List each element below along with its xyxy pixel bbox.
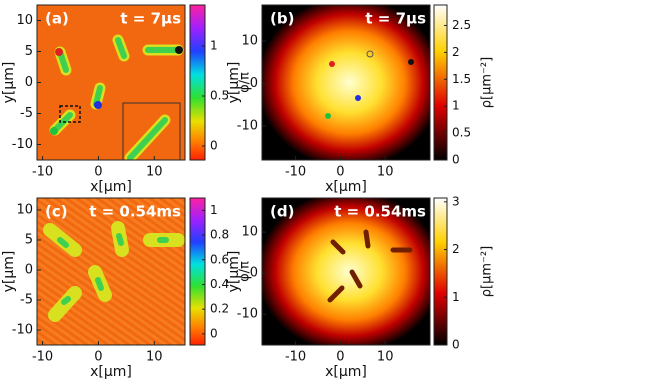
- time-annotation: t = 0.54ms: [334, 203, 426, 221]
- x-axis-label: x[μm]: [90, 364, 132, 380]
- colorbar-tick-label: 2.5: [452, 18, 471, 32]
- plot-frame: [36, 197, 186, 346]
- x-tick-label: -10: [285, 350, 306, 365]
- y-tick-label: 10: [241, 34, 258, 49]
- x-tick-label: 10: [377, 165, 394, 180]
- colorbar-tick-label: 3: [452, 194, 460, 208]
- y-tick-label: 5: [25, 233, 33, 248]
- panel-label: (c): [45, 203, 68, 221]
- panel-label: (d): [270, 203, 294, 221]
- colorbar-tick-label: 0: [452, 338, 460, 352]
- x-tick-label: 0: [94, 350, 102, 365]
- colorbar-tick-label: 0: [210, 139, 218, 153]
- colorbar-label: φ/π: [238, 261, 253, 282]
- colorbar-tick-label: 1.5: [452, 72, 471, 86]
- y-tick-label: 10: [241, 225, 258, 240]
- colorbar-tick-label: 2: [452, 242, 460, 256]
- y-axis-label: y[μm]: [226, 62, 242, 104]
- y-tick-label: -10: [237, 119, 258, 134]
- colorbar-label: ρ[μm⁻²]: [480, 57, 495, 108]
- x-tick-label: 10: [146, 165, 163, 180]
- colorbar: [189, 197, 206, 346]
- y-tick-label: 0: [25, 75, 33, 90]
- panel-label: (b): [270, 10, 294, 28]
- colorbar-tick-label: 0.6: [210, 252, 229, 266]
- x-tick-label: 10: [377, 350, 394, 365]
- y-tick-label: 10: [16, 13, 33, 28]
- time-annotation: t = 7μs: [120, 10, 181, 28]
- colorbar-tick-label: 2: [452, 45, 460, 59]
- time-annotation: t = 0.54ms: [89, 203, 181, 221]
- image-d: [262, 198, 430, 345]
- x-tick-label: 0: [336, 165, 344, 180]
- plot-frame: [261, 4, 431, 161]
- colorbar-tick-label: 0.8: [210, 228, 229, 242]
- colorbar-tick-label: 0.4: [210, 277, 229, 291]
- x-tick-label: -10: [32, 165, 53, 180]
- x-tick-label: 0: [336, 350, 344, 365]
- y-axis-label: y[μm]: [1, 251, 17, 293]
- colorbar-tick-label: 1: [210, 39, 218, 53]
- colorbar-tick-label: 0.5: [210, 89, 229, 103]
- y-tick-label: -10: [237, 307, 258, 322]
- y-tick-label: -5: [20, 106, 33, 121]
- x-tick-label: -10: [285, 165, 306, 180]
- y-tick-label: 10: [16, 203, 33, 218]
- time-annotation: t = 7μs: [365, 10, 426, 28]
- y-axis-label: y[μm]: [1, 62, 17, 104]
- panel-label: (a): [45, 10, 69, 28]
- colorbar-label: ρ[μm⁻²]: [480, 246, 495, 297]
- y-tick-label: 5: [25, 44, 33, 59]
- colorbar: [433, 4, 448, 161]
- y-axis-label: y[μm]: [226, 251, 242, 293]
- image-a: [37, 5, 185, 160]
- x-tick-label: -10: [32, 350, 53, 365]
- y-tick-label: -5: [20, 293, 33, 308]
- colorbar-tick-label: 0: [452, 153, 460, 167]
- image-b: [262, 5, 430, 160]
- x-tick-label: 10: [146, 350, 163, 365]
- image-c: [37, 198, 185, 345]
- colorbar: [433, 197, 448, 346]
- x-tick-label: 0: [94, 165, 102, 180]
- colorbar-tick-label: 1: [452, 290, 460, 304]
- colorbar-tick-label: 0.5: [452, 126, 471, 140]
- colorbar: [189, 4, 206, 161]
- colorbar-tick-label: 1: [452, 99, 460, 113]
- x-axis-label: x[μm]: [325, 364, 367, 380]
- y-tick-label: 0: [250, 76, 258, 91]
- colorbar-tick-label: 0: [210, 326, 218, 340]
- colorbar-tick-label: 1: [210, 203, 218, 217]
- y-tick-label: -10: [12, 137, 33, 152]
- plot-frame: [261, 197, 431, 346]
- y-tick-label: 0: [250, 266, 258, 281]
- x-axis-label: x[μm]: [325, 179, 367, 195]
- x-axis-label: x[μm]: [90, 179, 132, 195]
- y-tick-label: 0: [25, 263, 33, 278]
- y-tick-label: -10: [12, 323, 33, 338]
- colorbar-label: φ/π: [238, 72, 253, 93]
- colorbar-tick-label: 0.2: [210, 302, 229, 316]
